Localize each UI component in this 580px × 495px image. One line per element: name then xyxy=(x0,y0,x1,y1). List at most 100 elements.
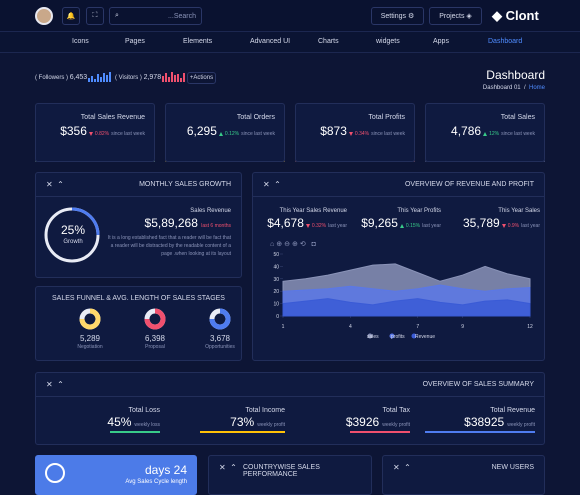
card-controls[interactable]: ✕ ⌃ xyxy=(263,180,281,189)
stat-card: Total Sales 4,786 12% since last week xyxy=(425,103,545,162)
nav-item[interactable]: Pages xyxy=(125,38,145,45)
divider xyxy=(253,196,544,197)
change-note: last year xyxy=(328,223,347,229)
followers-label: ( Followers ) xyxy=(35,75,69,81)
card-controls[interactable]: ✕ ⌃ xyxy=(219,463,237,472)
stat-row: $873 0.34% since last week xyxy=(320,124,405,138)
funnel-value: 6,398 xyxy=(144,334,166,343)
stat-value: $873 xyxy=(320,124,347,138)
stat-row: 6,295 0.12% since last week xyxy=(187,124,275,138)
mini-bar xyxy=(91,76,93,82)
overview-card: ✕ ⌃ OVERVIEW OF REVENUE AND PROFIT ⌂⊕⊖⊕⟲… xyxy=(252,172,545,361)
card-controls[interactable]: ✕ ⌃ xyxy=(46,180,64,189)
sales-revenue-value: $5,89,268 xyxy=(144,216,198,230)
divider xyxy=(36,396,544,397)
kpi-title: This Year Sales xyxy=(498,208,540,214)
change-value: 0.12% xyxy=(224,131,240,137)
mini-bar xyxy=(103,73,105,82)
breadcrumb-item[interactable]: Dashboard 01 xyxy=(482,85,521,91)
projects-button[interactable]: Projects ◈ xyxy=(429,7,482,25)
stat-value: $356 xyxy=(60,124,87,138)
kpi-change: 0.9% xyxy=(500,223,519,229)
change-note: since last week xyxy=(241,131,275,137)
notification-button[interactable]: 🔔 xyxy=(62,7,80,25)
mini-bar xyxy=(97,74,99,82)
kpi-value: 35,789 xyxy=(462,216,500,230)
summary-note: weekly profit xyxy=(507,422,535,428)
avatar[interactable] xyxy=(35,7,53,25)
breadcrumb-separator: / xyxy=(523,85,526,91)
summary-row: 73% weekly profit xyxy=(230,415,285,429)
summary-card: ✕ ⌃ OVERVIEW OF SALES SUMMARY xyxy=(35,372,545,445)
card-title: MONTHLY SALES GROWTH xyxy=(139,181,231,188)
description: It is a long established fact that a rea… xyxy=(107,235,231,257)
summary-note: weekly profit xyxy=(382,422,410,428)
nav-item[interactable]: Icons xyxy=(72,38,89,45)
change-arrow xyxy=(399,223,404,228)
change-note: since last week xyxy=(501,131,535,137)
stat-value: 6,295 xyxy=(186,124,217,138)
visitors-label: ( Visitors ) xyxy=(115,75,142,81)
change-arrow xyxy=(305,223,310,228)
card-title: OVERVIEW OF REVENUE AND PROFIT xyxy=(404,181,534,188)
settings-button[interactable]: Settings ⚙ xyxy=(371,7,424,25)
breadcrumb-item[interactable]: Home xyxy=(528,85,545,91)
actions-button[interactable]: +Actions xyxy=(187,72,216,84)
summary-row: $38925 weekly profit xyxy=(464,415,535,429)
fullscreen-button[interactable]: ⛶ xyxy=(86,7,104,25)
stat-row: $356 0.82% since last week xyxy=(60,124,145,138)
logo-text: Clont xyxy=(505,8,539,23)
page-title: Dashboard xyxy=(486,68,545,82)
mini-bar xyxy=(177,74,179,82)
cycle-card: days 24 Avg Sales Cycle length xyxy=(35,455,197,495)
logo[interactable]: ◆ Clont xyxy=(492,8,539,23)
funnel-label: Opportunities xyxy=(205,344,235,350)
change-arrow xyxy=(218,131,223,136)
stat-change: 0.34% xyxy=(347,131,369,137)
days-label: Avg Sales Cycle length xyxy=(125,479,187,485)
card-title: COUNTRYWISE SALES PERFORMANCE xyxy=(243,464,320,478)
stat-card: Total Profits $873 0.34% since last week xyxy=(295,103,415,162)
nav-item[interactable]: Advanced UI xyxy=(250,38,291,45)
change-note: since last week xyxy=(111,131,145,137)
card-controls[interactable]: ✕ ⌃ xyxy=(46,380,64,389)
summary-title: Total Tax xyxy=(382,407,411,414)
kpi-change: 0.32% xyxy=(304,223,326,229)
stat-value: 4,786 xyxy=(451,124,482,138)
kpi-value: $9,265 xyxy=(361,216,398,230)
chart-toolbar[interactable]: ⌂⊕⊖⊕⟲ ◘ xyxy=(270,241,318,248)
change-value: 0.9% xyxy=(507,223,520,229)
followers: ( Followers ) 6,453 xyxy=(35,74,87,81)
divider xyxy=(36,196,241,197)
summary-note: weekly loss xyxy=(134,422,160,428)
users-card: ✕ ⌃ NEW USERS xyxy=(382,455,545,495)
settings-label: Settings xyxy=(380,12,407,20)
projects-label: Projects xyxy=(439,12,465,20)
nav-item[interactable]: Charts xyxy=(318,38,339,45)
nav-item[interactable]: Apps xyxy=(433,38,449,45)
card-controls[interactable]: ✕ ⌃ xyxy=(393,463,411,472)
search-box[interactable]: ⌕ ...Search xyxy=(109,7,202,25)
change-note: since last week xyxy=(371,131,405,137)
nav-bar xyxy=(0,32,580,53)
nav-item[interactable]: widgets xyxy=(376,38,400,45)
mini-bar xyxy=(88,78,90,82)
mini-bar xyxy=(168,77,170,82)
stat-title: Total Sales Revenue xyxy=(80,114,145,121)
mini-bar xyxy=(94,79,96,82)
summary-note: weekly profit xyxy=(257,422,285,428)
change-value: 0.15% xyxy=(405,223,421,229)
gauge-label: Growth xyxy=(63,239,83,245)
card-title: OVERVIEW OF SALES SUMMARY xyxy=(422,381,534,388)
summary-title: Total Revenue xyxy=(490,407,535,414)
nav-item[interactable]: Dashboard xyxy=(488,38,523,45)
stat-title: Total Orders xyxy=(236,114,275,121)
stat-card: Total Orders 6,295 0.12% since last week xyxy=(165,103,285,162)
stat-card: Total Sales Revenue $356 0.82% since last w… xyxy=(35,103,155,162)
kpi-row: $4,678 0.32% last year xyxy=(267,216,347,230)
summary-title: Total Income xyxy=(245,407,285,414)
mini-bar xyxy=(174,75,176,82)
change-arrow xyxy=(88,131,93,136)
nav-item[interactable]: Elements xyxy=(183,38,213,45)
funnel-value: 3,678 xyxy=(209,334,231,343)
